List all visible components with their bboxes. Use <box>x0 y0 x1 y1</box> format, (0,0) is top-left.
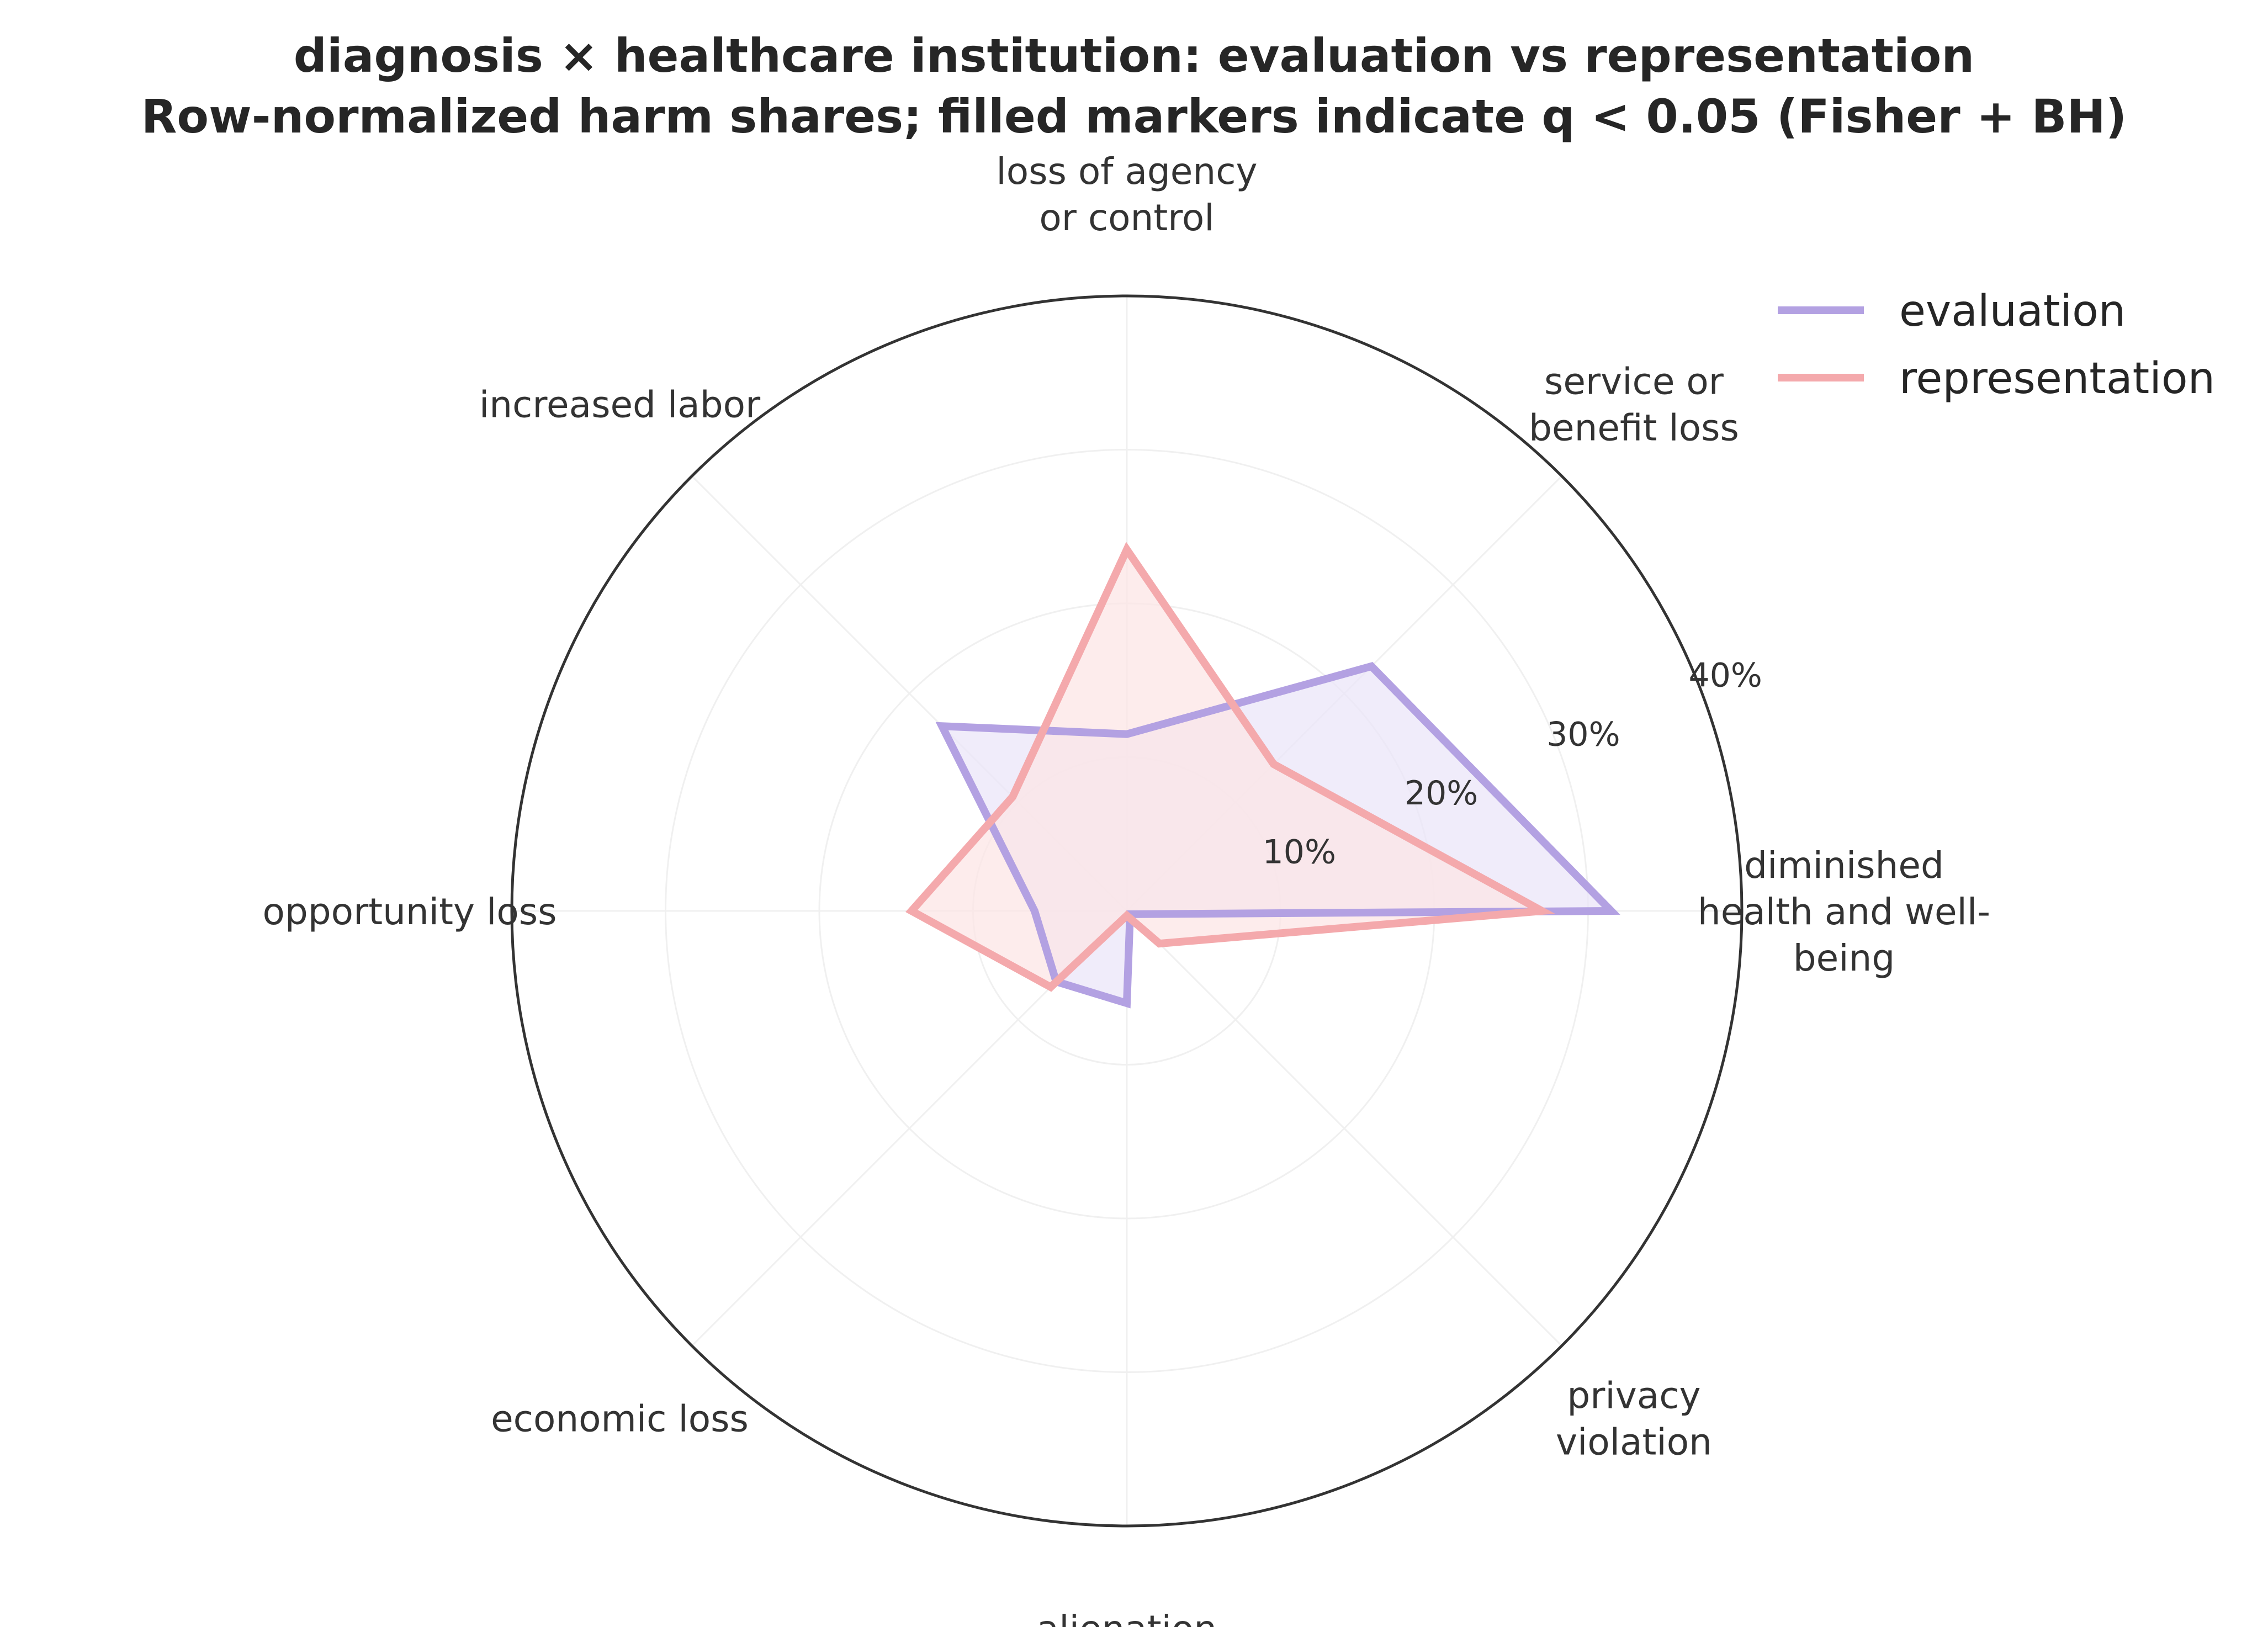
legend-label-representation: representation <box>1899 354 2215 404</box>
r-tick-label-0: 10% <box>1263 833 1336 871</box>
radial-tick-labels: 10% 20% 30% 40% <box>1263 656 1762 872</box>
axis-label-6: alienation <box>1037 1608 1217 1627</box>
series-fill-representation <box>912 549 1542 987</box>
grid-spoke-7 <box>1126 910 1562 1347</box>
axis-label-7-line-1: violation <box>1556 1421 1712 1464</box>
axis-label-6-line-0: alienation <box>1037 1608 1217 1627</box>
legend-label-evaluation: evaluation <box>1899 287 2126 336</box>
axis-label-0-line-1: health and well- <box>1698 891 1990 933</box>
axis-label-4-line-0: opportunity loss <box>263 891 557 933</box>
axis-label-0-line-0: diminished <box>1744 844 1944 887</box>
series-layer <box>905 542 1620 1009</box>
legend: evaluation representation <box>1778 287 2215 404</box>
legend-item-representation: representation <box>1778 354 2215 404</box>
axis-label-3-line-0: increased labor <box>479 384 761 426</box>
series-line-representation <box>905 542 1555 992</box>
chart-subtitle: Row-normalized harm shares; filled marke… <box>141 89 2127 144</box>
axis-label-1-line-1: benefit loss <box>1529 407 1739 449</box>
axis-label-5: economic loss <box>491 1398 749 1440</box>
axis-label-4: opportunity loss <box>263 891 557 933</box>
legend-item-evaluation: evaluation <box>1778 287 2126 336</box>
r-tick-label-3: 40% <box>1689 656 1762 695</box>
axis-label-5-line-0: economic loss <box>491 1398 749 1440</box>
axis-label-2-line-0: loss of agency <box>996 150 1257 193</box>
r-tick-label-2: 30% <box>1546 715 1620 754</box>
axis-label-2-line-1: or control <box>1039 197 1214 239</box>
axis-label-0-line-2: being <box>1793 937 1895 979</box>
chart-title: diagnosis × healthcare institution: eval… <box>294 29 1974 83</box>
axis-label-3: increased labor <box>479 384 761 426</box>
r-tick-label-1: 20% <box>1405 774 1478 813</box>
axis-label-1-line-0: service or <box>1544 361 1724 403</box>
series-line-evaluation <box>935 662 1620 1009</box>
axis-label-7-line-0: privacy <box>1567 1375 1700 1417</box>
polar-frame <box>510 294 1744 1528</box>
